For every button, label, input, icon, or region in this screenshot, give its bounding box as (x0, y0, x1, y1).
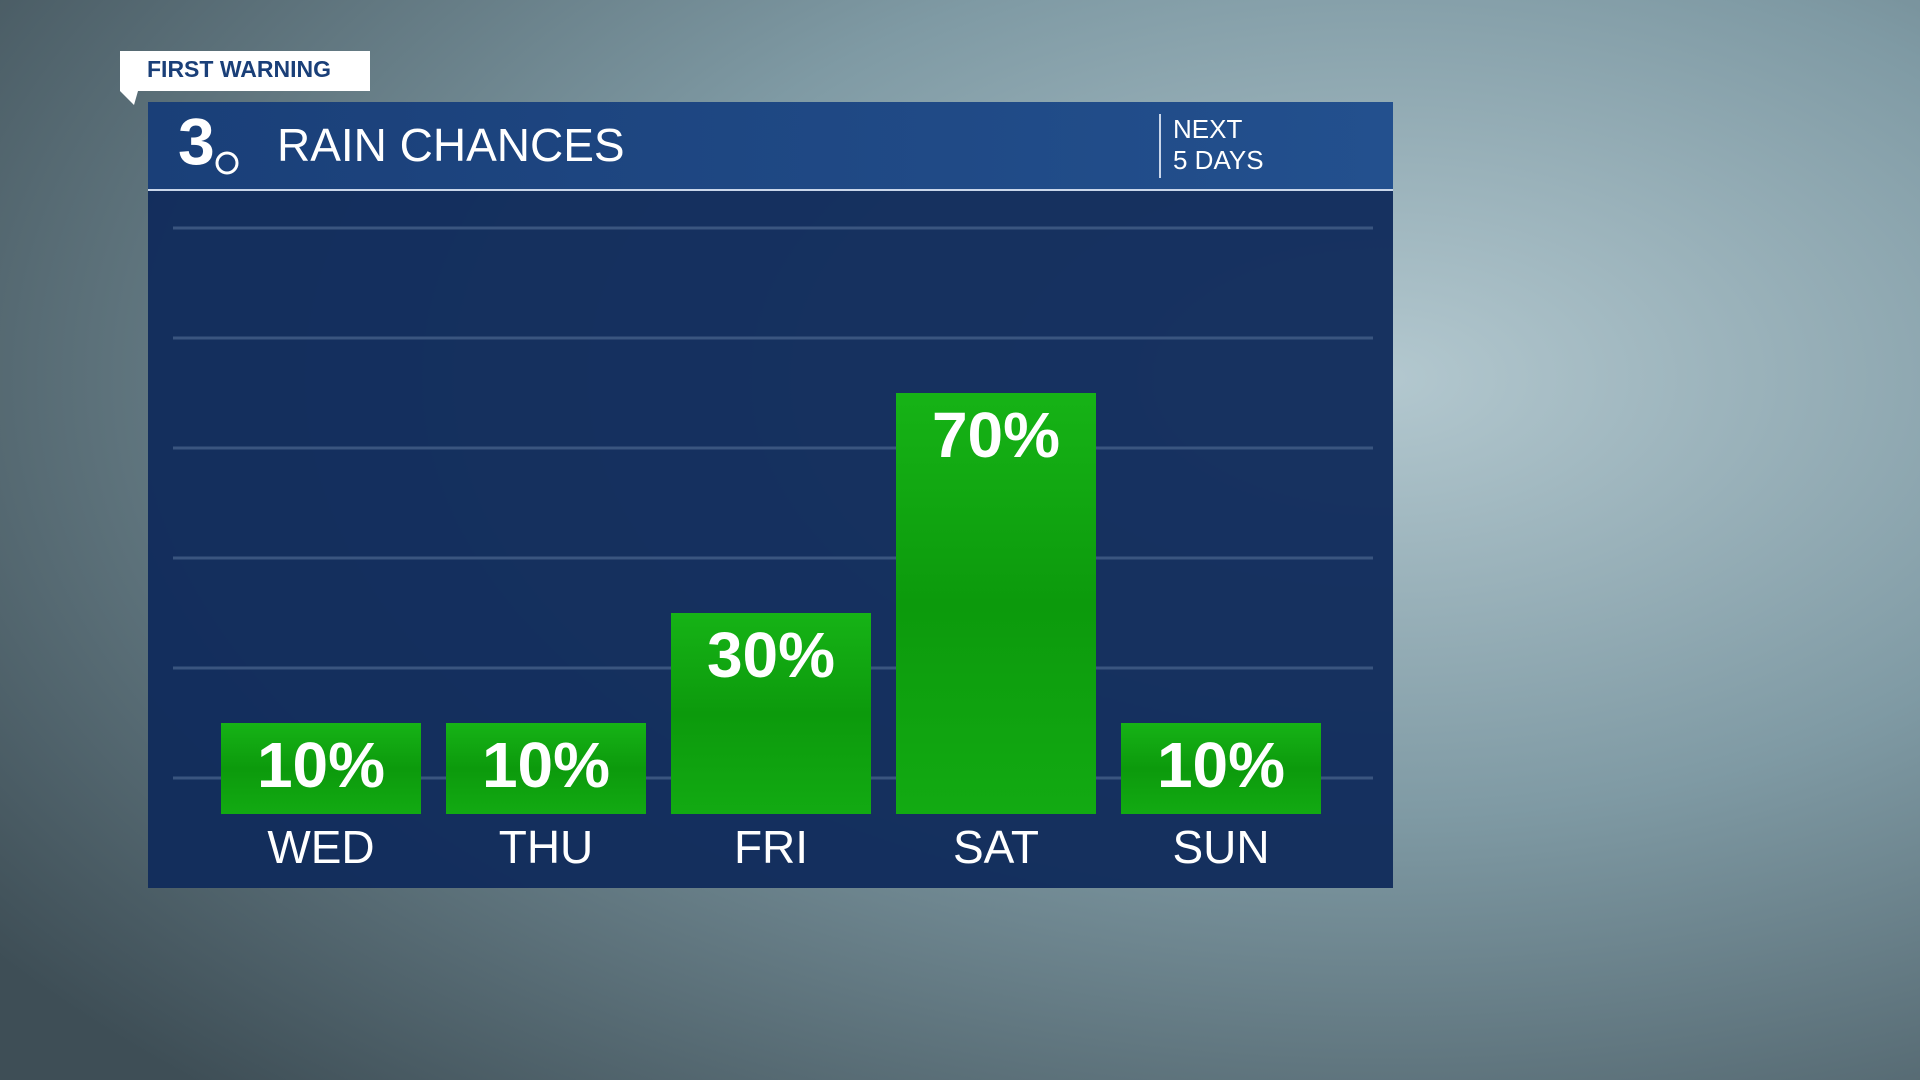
logo: 3 (178, 104, 215, 178)
value-label: 10% (482, 729, 610, 801)
x-tick-label: SAT (953, 821, 1039, 873)
x-tick-label: WED (267, 821, 374, 873)
logo-eye (215, 151, 239, 175)
header-bar (148, 102, 1393, 190)
x-tick-label: SUN (1172, 821, 1269, 873)
chart-title: RAIN CHANCES (277, 119, 625, 171)
subtitle-line: 5 DAYS (1173, 145, 1264, 175)
x-tick-label: THU (499, 821, 594, 873)
bar (221, 723, 421, 814)
plot: 10% WED 10% THU 30% FRI 70% SAT 10% SUN (173, 226, 1373, 873)
tag: FIRST WARNING (147, 56, 331, 82)
value-label: 10% (1157, 729, 1285, 801)
bar (896, 393, 1096, 814)
tag-box (120, 51, 370, 105)
value-label: 30% (707, 619, 835, 691)
bar (446, 723, 646, 814)
x-tick-label: FRI (734, 821, 808, 873)
value-label: 10% (257, 729, 385, 801)
subtitle-line: NEXT (1173, 114, 1242, 144)
value-label: 70% (932, 399, 1060, 471)
bar (1121, 723, 1321, 814)
bar (671, 613, 871, 814)
